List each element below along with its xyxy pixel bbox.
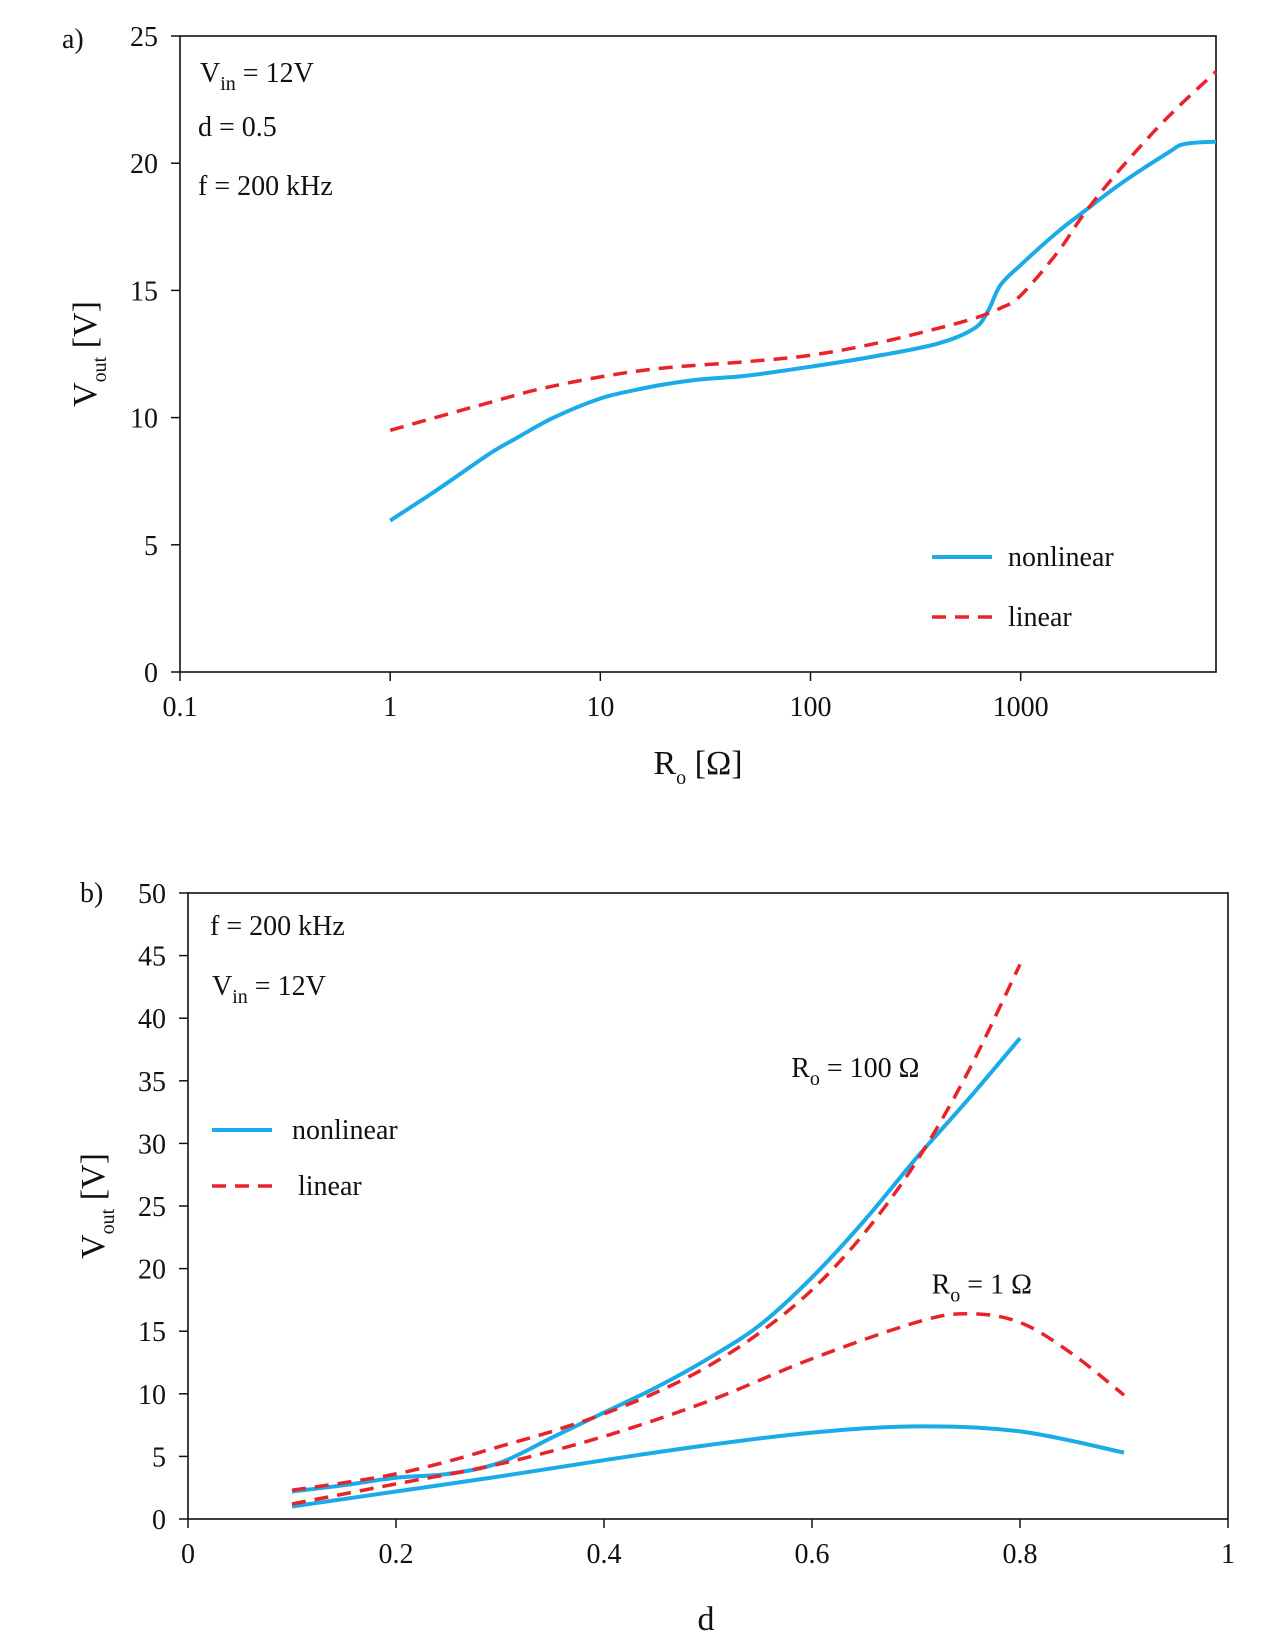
chart-panel-b: b) 0 5 10 15 20 25 30 35 40 45 50 0 0.2 0.4 0.6 0.8 1 f … <box>75 878 1235 1638</box>
series-a-0-nonlinear <box>389 139 1217 523</box>
y-tick-label-b-10: 50 <box>138 879 166 910</box>
series-a-1-linear <box>389 70 1218 432</box>
x-tick-label-b-3: 0.6 <box>795 1539 830 1570</box>
annotation-vin-a: Vin = 12V <box>200 58 314 95</box>
y-tick-label-b-8: 40 <box>138 1004 166 1035</box>
series-group-b <box>291 963 1126 1509</box>
legend-a-linear-label: linear <box>1008 602 1072 633</box>
axis-ticks-b: 0 5 10 15 20 25 30 35 40 45 50 0 0.2 0.4 0.6 0.8 1 <box>138 879 1235 1570</box>
y-tick-label-b-3: 15 <box>138 1317 166 1348</box>
y-tick-label-a-0: 0 <box>144 658 158 689</box>
x-tick-label-b-1: 0.2 <box>379 1539 414 1570</box>
y-tick-label-b-9: 45 <box>138 942 166 973</box>
y-tick-label-b-5: 25 <box>138 1192 166 1223</box>
curve-label-ro-1: Ro = 1 Ω <box>932 1270 1032 1307</box>
x-tick-label-a-0: 0.1 <box>163 692 198 723</box>
x-tick-label-b-4: 0.8 <box>1003 1539 1038 1570</box>
panel-label-a: a) <box>62 24 84 55</box>
y-tick-label-b-2: 10 <box>138 1380 166 1411</box>
y-tick-label-b-0: 0 <box>152 1505 166 1536</box>
plot-frame-a <box>179 35 1217 673</box>
series-b-3-linear <box>291 1311 1126 1506</box>
y-tick-label-a-4: 20 <box>130 149 158 180</box>
x-axis-label-a: Ro [Ω] <box>653 745 742 789</box>
annotation-freq-a: f = 200 kHz <box>198 171 333 202</box>
y-axis-label-a: Vout [V] <box>67 301 111 407</box>
annotation-vin-b: Vin = 12V <box>212 971 326 1008</box>
y-tick-label-b-4: 20 <box>138 1255 166 1286</box>
x-tick-label-a-1: 1 <box>383 692 397 723</box>
x-tick-label-a-3: 100 <box>790 692 832 723</box>
x-tick-label-b-0: 0 <box>181 1539 195 1570</box>
x-axis-label-b: d <box>698 1601 715 1638</box>
y-tick-label-a-1: 5 <box>144 531 158 562</box>
x-tick-label-a-4: 1000 <box>993 692 1049 723</box>
y-tick-label-b-1: 5 <box>152 1442 166 1473</box>
legend-a-nonlinear-label: nonlinear <box>1008 542 1114 573</box>
y-axis-label-b: Vout [V] <box>75 1153 119 1259</box>
x-tick-label-b-5: 1 <box>1221 1539 1235 1570</box>
y-tick-label-a-3: 15 <box>130 276 158 307</box>
curve-label-ro-100: Ro = 100 Ω <box>791 1053 919 1090</box>
series-b-2-nonlinear <box>291 1424 1125 1509</box>
y-tick-label-b-7: 35 <box>138 1067 166 1098</box>
series-group-a <box>389 70 1218 523</box>
y-tick-label-b-6: 30 <box>138 1129 166 1160</box>
x-tick-label-b-2: 0.4 <box>587 1539 622 1570</box>
legend-b-linear-label: linear <box>298 1171 362 1202</box>
x-tick-label-a-2: 10 <box>586 692 614 723</box>
axis-ticks-a: 0 5 10 15 20 25 0.1 1 10 100 1000 <box>130 22 1049 723</box>
legend-b-nonlinear-label: nonlinear <box>292 1115 398 1146</box>
panel-label-b: b) <box>80 878 103 909</box>
series-b-0-nonlinear <box>291 1036 1022 1494</box>
legend-a: nonlinear linear <box>932 542 1114 633</box>
legend-b: nonlinear linear <box>212 1115 398 1202</box>
annotation-duty-a: d = 0.5 <box>198 112 277 143</box>
y-tick-label-a-2: 10 <box>130 404 158 435</box>
y-tick-label-a-5: 25 <box>130 22 158 53</box>
chart-panel-a: a) 0 5 10 15 20 25 0.1 1 10 100 1000 Vin = 12V d =… <box>62 22 1218 789</box>
annotation-freq-b: f = 200 kHz <box>210 911 345 942</box>
